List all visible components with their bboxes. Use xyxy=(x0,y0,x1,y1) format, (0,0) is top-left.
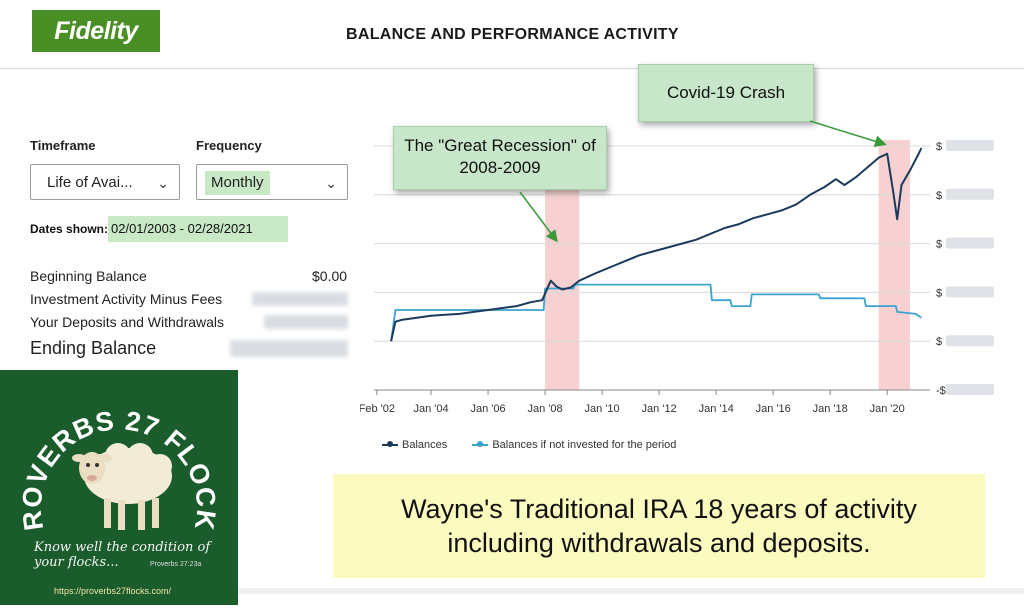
chevron-down-icon: ⌄ xyxy=(325,175,337,191)
highlight-band-1 xyxy=(878,140,911,390)
x-tick-label: Jan '14 xyxy=(699,403,734,415)
y-tick-label: $ xyxy=(936,239,942,251)
not-invested-legend-label: Balances if not invested for the period xyxy=(492,439,677,451)
y-tick-label: $ xyxy=(936,336,942,348)
top-bar xyxy=(0,0,1024,69)
not-invested-legend-swatch xyxy=(472,441,489,448)
x-tick-label: Jan '10 xyxy=(585,403,620,415)
beginning-balance-label: Beginning Balance xyxy=(30,268,147,284)
beginning-balance-value: $0.00 xyxy=(312,268,348,284)
dates-shown-label: Dates shown: xyxy=(30,222,109,236)
investment-activity-value-redacted xyxy=(252,292,348,306)
balances-legend-label: Balances xyxy=(402,439,448,451)
y-tick-value-redacted xyxy=(946,237,994,249)
badge-verse: Proverbs 27:23a xyxy=(150,561,202,568)
y-tick-label: $ xyxy=(936,141,942,153)
frequency-select[interactable]: Monthly ⌄ xyxy=(196,164,348,200)
page-title: BALANCE AND PERFORMANCE ACTIVITY xyxy=(346,26,679,43)
x-tick-label: Jan '20 xyxy=(870,403,905,415)
x-tick-label: Jan '06 xyxy=(470,403,505,415)
y-tick-label: -$ xyxy=(936,385,946,397)
x-tick-label: Feb '02 xyxy=(360,403,395,415)
y-tick-value-redacted xyxy=(946,188,994,200)
frequency-value: Monthly xyxy=(205,171,270,195)
sheep-icon xyxy=(72,443,172,530)
x-tick-label: Jan '04 xyxy=(413,403,448,415)
dates-shown-value: 02/01/2003 - 02/28/2021 xyxy=(108,216,288,242)
x-tick-label: Jan '18 xyxy=(813,403,848,415)
x-tick-label: Jan '12 xyxy=(642,403,677,415)
y-tick-value-redacted xyxy=(946,335,994,347)
x-tick-label: Jan '16 xyxy=(756,403,791,415)
investment-activity-label: Investment Activity Minus Fees xyxy=(30,291,223,307)
balances-line xyxy=(390,147,923,342)
timeframe-label: Timeframe xyxy=(30,138,96,153)
balances-legend-swatch xyxy=(382,441,398,448)
timeframe-value: Life of Avai... xyxy=(47,174,133,191)
not-invested-line xyxy=(390,283,922,342)
deposits-withdrawals-value-redacted xyxy=(264,315,348,329)
chart-legend: Balances Balances if not invested for th… xyxy=(382,439,676,451)
deposits-withdrawals-label: Your Deposits and Withdrawals xyxy=(30,314,225,330)
y-tick-value-redacted xyxy=(946,286,994,298)
x-tick-label: Jan '08 xyxy=(528,403,563,415)
badge-tagline: Know well the condition of your flocks..… xyxy=(34,540,211,570)
timeframe-select[interactable]: Life of Avai... ⌄ xyxy=(30,164,180,200)
y-tick-value-redacted xyxy=(946,384,994,395)
badge-graphic: PROVERBS 27 FLOCKS xyxy=(0,346,221,533)
caption-line-2: including withdrawals and deposits. xyxy=(447,528,871,558)
great-recession-callout: The "Great Recession" of 2008-2009 xyxy=(393,126,607,190)
proverbs-27-flocks-badge: PROVERBS 27 FLOCKS Know well the conditi… xyxy=(0,346,238,605)
ending-balance-label: Ending Balance xyxy=(30,338,157,358)
fidelity-logo[interactable]: Fidelity xyxy=(32,10,160,52)
badge-url[interactable]: https://proverbs27flocks.com/ xyxy=(54,586,172,596)
caption-note: Wayne's Traditional IRA 18 years of acti… xyxy=(333,474,985,578)
footer-divider xyxy=(238,588,1024,594)
y-tick-label: $ xyxy=(936,287,942,299)
y-tick-value-redacted xyxy=(946,140,994,151)
covid-crash-callout: Covid-19 Crash xyxy=(638,64,814,122)
y-tick-label: $ xyxy=(936,190,942,202)
ending-balance-value-redacted xyxy=(230,340,348,357)
frequency-label: Frequency xyxy=(196,138,262,153)
chevron-down-icon: ⌄ xyxy=(157,175,169,191)
caption-line-1: Wayne's Traditional IRA 18 years of acti… xyxy=(401,494,917,524)
